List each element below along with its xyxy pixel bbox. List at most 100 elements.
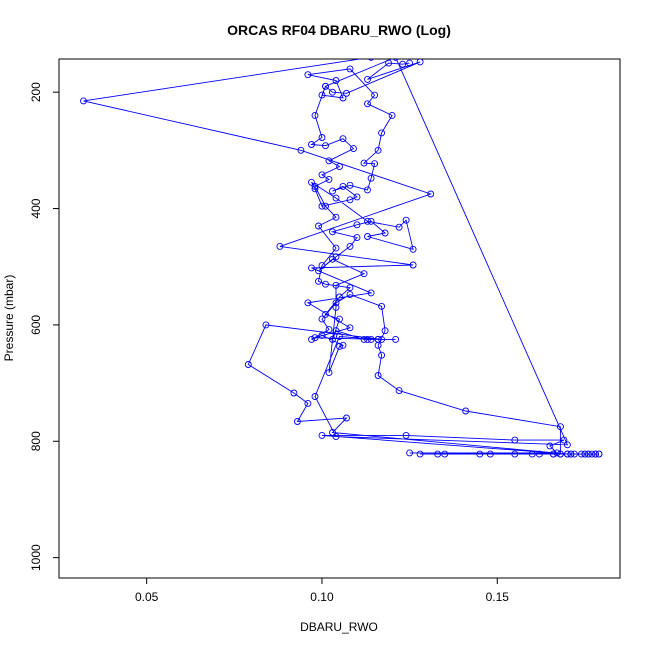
y-tick-label: 400 xyxy=(29,198,43,218)
data-point xyxy=(311,182,319,190)
series-layer xyxy=(80,59,603,458)
data-point xyxy=(416,450,424,458)
data-point xyxy=(367,174,375,182)
x-tick-label: 0.10 xyxy=(310,590,334,604)
data-point xyxy=(528,450,536,458)
data-point xyxy=(315,277,322,285)
data-point xyxy=(339,135,347,143)
data-point xyxy=(381,327,389,335)
data-point xyxy=(325,157,333,165)
data-point xyxy=(511,436,519,444)
data-point xyxy=(364,186,371,194)
data-point xyxy=(322,202,329,210)
data-point xyxy=(364,217,371,225)
data-point xyxy=(567,450,575,458)
y-tick-label: 1000 xyxy=(29,544,43,571)
data-point xyxy=(322,142,329,150)
data-point xyxy=(581,450,589,458)
data-point xyxy=(402,431,410,439)
chart-title: ORCAS RF04 DBARU_RWO (Log) xyxy=(227,22,451,38)
data-point xyxy=(329,255,336,263)
data-point xyxy=(332,253,340,261)
data-point xyxy=(549,450,557,458)
data-point xyxy=(570,450,578,458)
data-point xyxy=(378,302,386,310)
data-point xyxy=(304,71,312,79)
data-point xyxy=(318,315,326,323)
data-point xyxy=(322,82,329,90)
data-point xyxy=(304,299,312,307)
data-point xyxy=(560,436,568,444)
data-point xyxy=(595,450,603,458)
data-point xyxy=(325,326,333,334)
data-point xyxy=(395,223,403,231)
data-point xyxy=(406,449,414,457)
data-point xyxy=(332,281,340,289)
data-point xyxy=(577,450,585,458)
data-point xyxy=(332,303,340,311)
y-axis-title: Pressure (mbar) xyxy=(2,275,16,362)
data-point xyxy=(332,77,340,84)
data-point xyxy=(364,75,371,83)
data-point xyxy=(322,310,329,318)
data-point xyxy=(290,389,298,397)
data-point xyxy=(308,335,315,343)
data-point xyxy=(416,59,424,66)
y-tick-label: 600 xyxy=(29,315,43,335)
data-point xyxy=(556,423,564,431)
data-point xyxy=(346,181,354,189)
data-point xyxy=(368,59,375,61)
data-point xyxy=(339,182,347,190)
data-point xyxy=(350,145,357,153)
data-point xyxy=(374,372,382,379)
data-point xyxy=(346,324,354,332)
data-point xyxy=(332,244,340,252)
data-point xyxy=(563,450,571,458)
data-point xyxy=(378,129,386,137)
data-point xyxy=(381,229,389,237)
data-point xyxy=(392,335,400,343)
data-point xyxy=(406,59,414,67)
data-point xyxy=(315,267,322,275)
data-point xyxy=(388,111,396,119)
data-point xyxy=(336,342,343,350)
data-point xyxy=(353,234,361,242)
data-point xyxy=(346,65,354,73)
data-point xyxy=(322,280,329,288)
data-point xyxy=(364,335,371,343)
data-point xyxy=(486,450,494,458)
data-point xyxy=(311,334,319,342)
data-point xyxy=(325,175,333,183)
data-point xyxy=(311,111,319,119)
series-line xyxy=(83,59,600,455)
data-point xyxy=(360,159,368,167)
data-point xyxy=(409,261,417,269)
data-point xyxy=(318,202,326,210)
data-point xyxy=(329,429,336,436)
data-point xyxy=(311,393,319,400)
data-point xyxy=(563,441,571,449)
data-point xyxy=(476,450,484,458)
data-point xyxy=(262,321,270,329)
data-point xyxy=(346,242,354,250)
data-point xyxy=(353,193,361,201)
data-point xyxy=(364,233,371,240)
x-axis-title: DBARU_RWO xyxy=(300,620,378,634)
data-point xyxy=(332,299,340,307)
data-point xyxy=(374,335,382,343)
data-point xyxy=(308,178,315,186)
data-point xyxy=(367,335,375,343)
data-point xyxy=(329,228,336,236)
data-point xyxy=(378,335,386,343)
data-point xyxy=(374,146,382,154)
data-point xyxy=(336,333,343,340)
data-point xyxy=(556,450,564,458)
data-point xyxy=(297,146,305,154)
data-point xyxy=(308,141,315,148)
data-point xyxy=(332,194,340,202)
data-point xyxy=(311,185,319,193)
data-point xyxy=(409,245,417,253)
data-point xyxy=(304,399,312,407)
data-point xyxy=(584,450,592,458)
